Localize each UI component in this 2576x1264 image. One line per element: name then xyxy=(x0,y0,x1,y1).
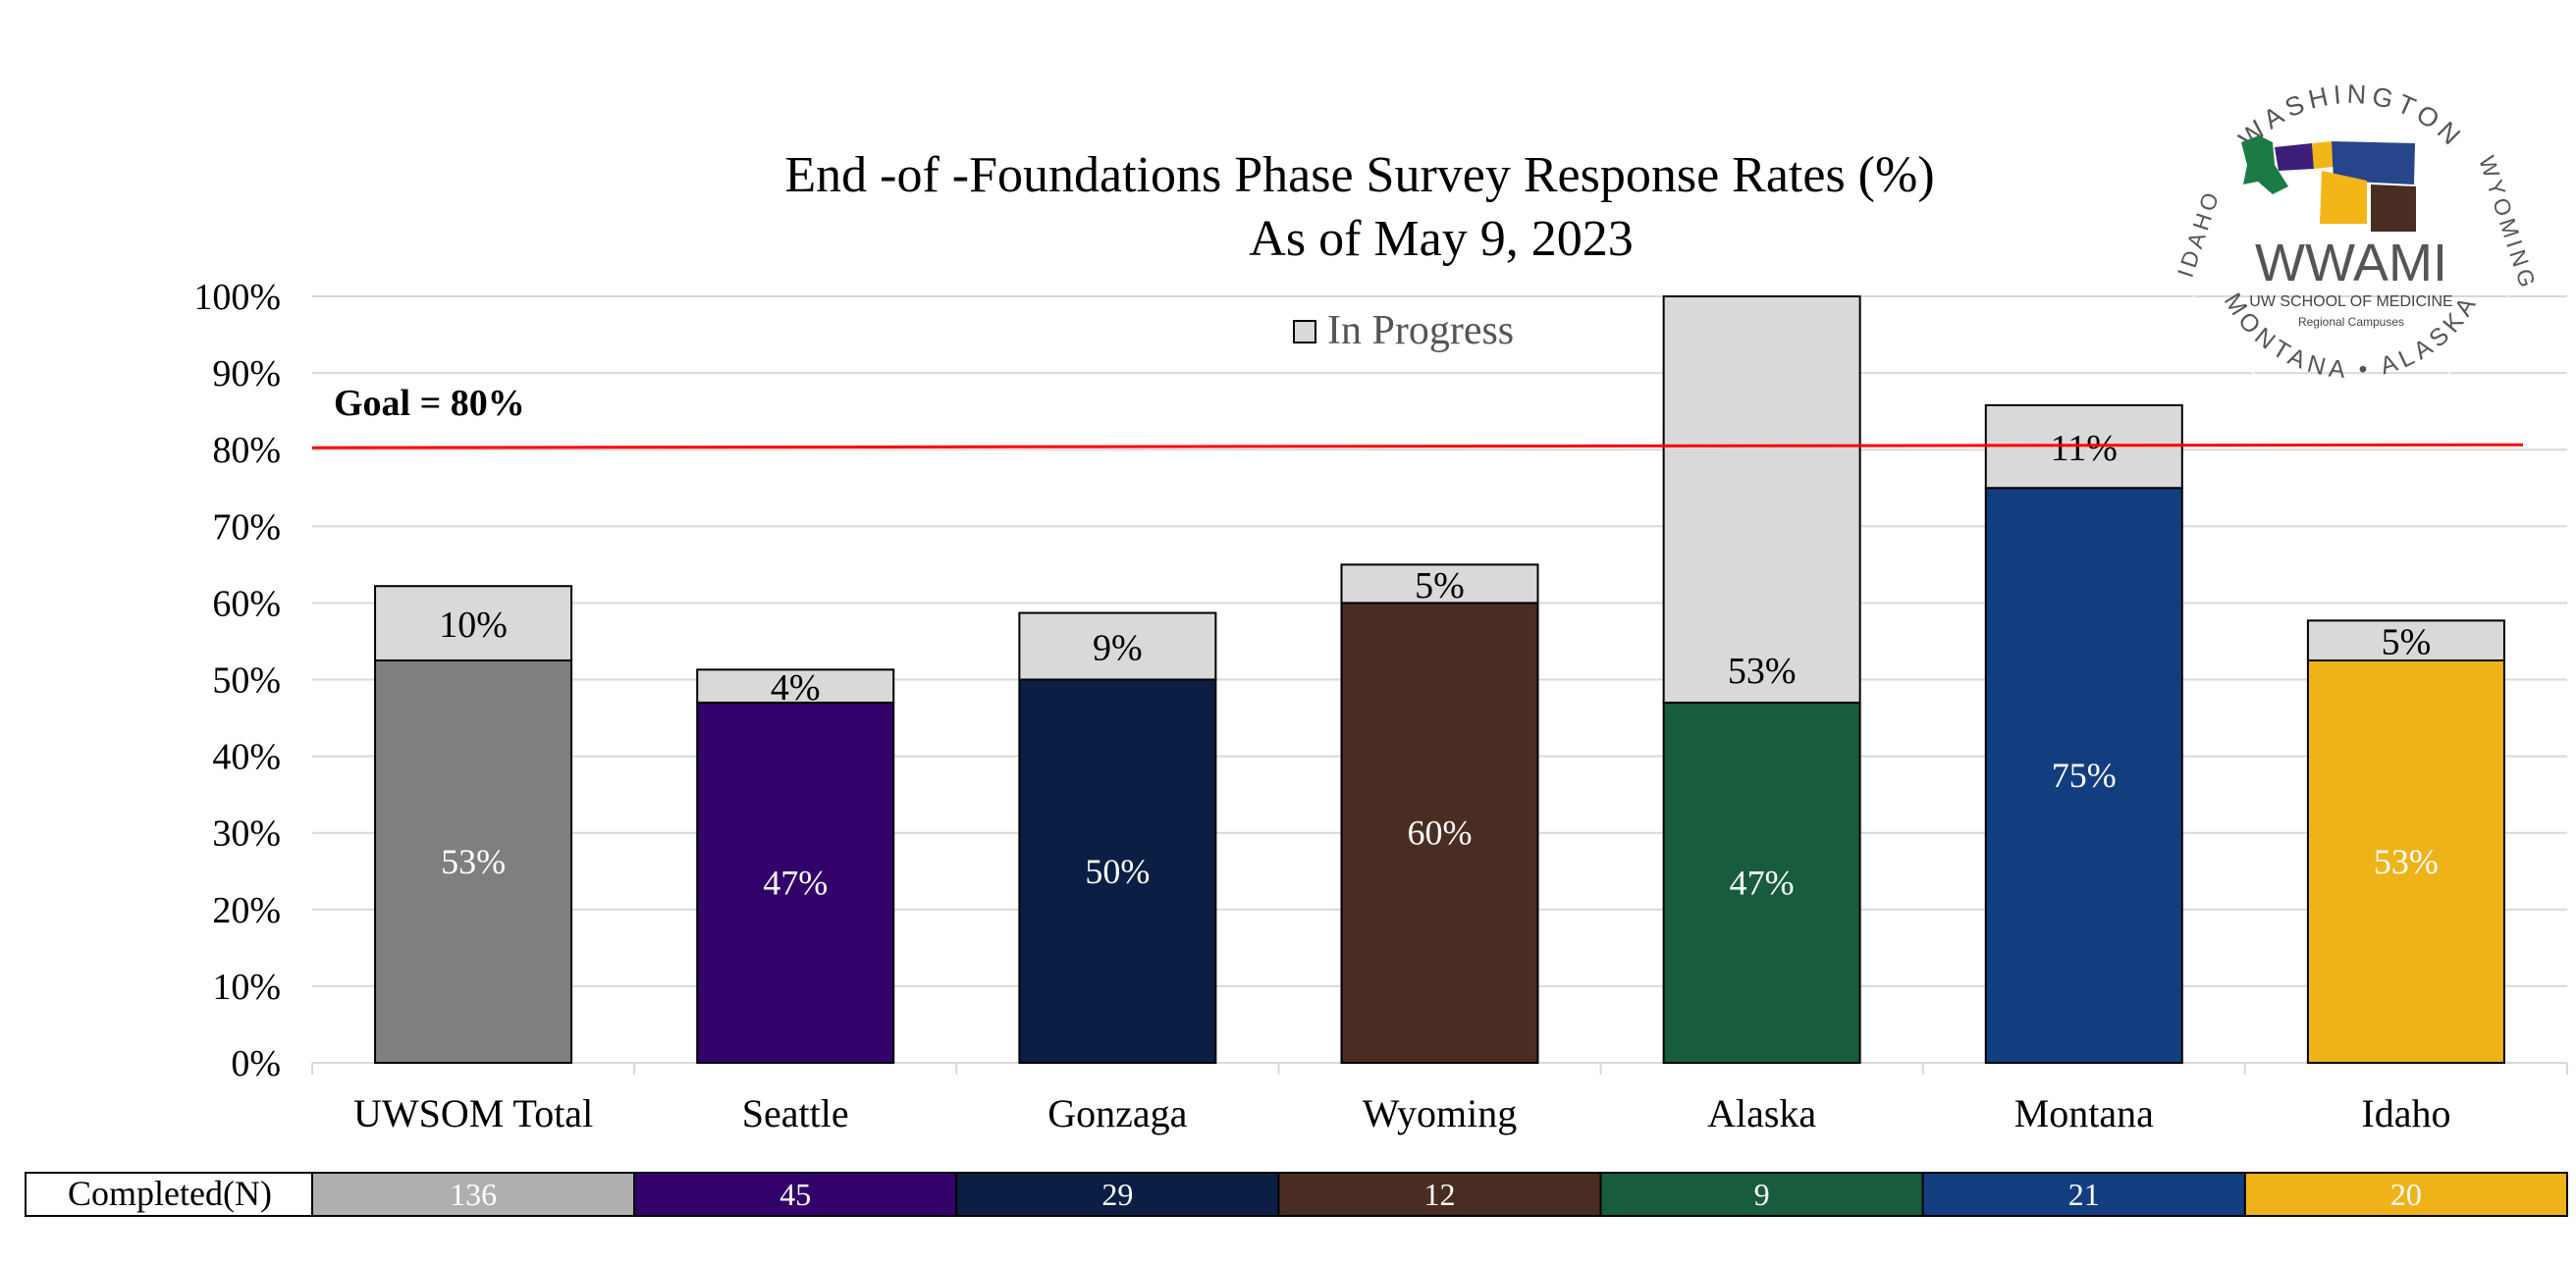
y-tick-label: 40% xyxy=(212,737,281,778)
bar-label-completed: 75% xyxy=(2052,756,2117,795)
bar-completed xyxy=(1340,602,1539,1065)
table-cell-value: 29 xyxy=(1101,1177,1133,1212)
table-cell xyxy=(2243,1172,2569,1217)
x-tick-label: Wyoming xyxy=(1363,1091,1518,1135)
bar-data-labels: 53% 10% 47% 4% 50% 9% 60% 5% 47% 53% 75% 11% 53% 5% xyxy=(439,428,2439,902)
bar-completed xyxy=(1018,678,1217,1064)
chart-subtitle: As of May 9, 2023 xyxy=(1249,211,1633,267)
legend: In Progress xyxy=(1293,308,1514,353)
table-cell xyxy=(633,1172,958,1217)
bar-label-in-progress: 11% xyxy=(2051,428,2118,469)
x-tick-label: Alaska xyxy=(1707,1091,1816,1135)
bar-label-completed: 53% xyxy=(441,842,506,881)
bar-label-in-progress: 5% xyxy=(1415,565,1465,606)
logo-name: WWAMI xyxy=(2255,234,2447,292)
bar-completed xyxy=(374,658,573,1064)
y-tick-label: 0% xyxy=(231,1043,281,1084)
x-axis-tick-labels: UWSOM Total Seattle Gonzaga Wyoming Alaska Mo… xyxy=(353,1091,2451,1135)
x-tick-label: Seattle xyxy=(742,1091,849,1135)
table-cell-value: 21 xyxy=(2068,1177,2100,1212)
bar-label-completed: 47% xyxy=(1730,863,1795,902)
table-cell xyxy=(1277,1172,1602,1217)
y-tick-label: 20% xyxy=(212,890,281,931)
y-tick-label: 60% xyxy=(212,583,281,624)
bar-completed xyxy=(1662,701,1861,1064)
bar-completed xyxy=(696,701,895,1064)
y-tick-label: 100% xyxy=(193,277,281,318)
bar-label-in-progress: 53% xyxy=(1728,651,1797,692)
logo-subtitle: UW SCHOOL OF MEDICINE xyxy=(2249,293,2452,310)
table-cell-value: 20 xyxy=(2390,1177,2422,1212)
table-cell-value: 45 xyxy=(779,1177,811,1212)
bar-in-progress xyxy=(1662,295,1861,704)
y-tick-label: 30% xyxy=(212,814,281,855)
bar-label-in-progress: 10% xyxy=(439,605,508,646)
bar-label-in-progress: 4% xyxy=(771,667,821,709)
table-cell xyxy=(955,1172,1280,1217)
x-tick-label: Idaho xyxy=(2361,1091,2450,1135)
table-cell-value: 12 xyxy=(1424,1177,1456,1212)
x-tick-label: UWSOM Total xyxy=(353,1091,593,1135)
bar-in-progress xyxy=(696,668,895,704)
table-cell xyxy=(1599,1172,1924,1217)
y-tick-label: 50% xyxy=(212,660,281,702)
goal-line xyxy=(311,443,2524,449)
wwami-logo: WASHINGTON MONTANA • ALASKA IDAHO WYOMIN… xyxy=(2165,49,2542,422)
bar-in-progress xyxy=(2306,619,2505,661)
y-axis-tick-labels: 0% 10% 20% 30% 40% 50% 60% 70% 80% 90% 100% xyxy=(193,277,281,1084)
y-tick-label: 80% xyxy=(212,430,281,471)
bar-label-in-progress: 9% xyxy=(1093,628,1143,669)
legend-swatch-in-progress xyxy=(1293,320,1316,343)
wwami-logo-graphic: WASHINGTON MONTANA • ALASKA IDAHO WYOMIN… xyxy=(2173,66,2542,405)
x-tick-label: Gonzaga xyxy=(1047,1091,1187,1135)
logo-ring-left-text: IDAHO xyxy=(2173,185,2225,280)
bar-completed xyxy=(1984,487,2183,1064)
legend-label-in-progress: In Progress xyxy=(1327,308,1514,353)
bar-completed xyxy=(2306,658,2505,1064)
y-tick-label: 90% xyxy=(212,353,281,395)
table-row-header-cell xyxy=(25,1172,315,1217)
bars xyxy=(374,295,2505,1065)
bar-label-in-progress: 5% xyxy=(2382,622,2432,663)
bar-in-progress xyxy=(374,585,573,661)
table-cell-value: 136 xyxy=(450,1177,497,1212)
y-tick-label: 10% xyxy=(212,967,281,1008)
completed-table: Completed(N) 136 45 29 12 9 21 20 xyxy=(25,1172,2569,1217)
table-row-header: Completed(N) xyxy=(68,1174,272,1213)
x-tick-label: Montana xyxy=(2014,1091,2154,1135)
goal-label: Goal = 80% xyxy=(334,383,525,424)
y-tick-label: 70% xyxy=(212,506,281,548)
bar-in-progress xyxy=(1340,563,1539,605)
bar-label-completed: 47% xyxy=(763,863,828,902)
bar-label-completed: 50% xyxy=(1085,852,1150,891)
bar-label-completed: 53% xyxy=(2374,842,2439,881)
bar-label-completed: 60% xyxy=(1408,814,1473,853)
logo-ring-right-text: WYOMING xyxy=(2474,153,2538,294)
chart-title: End -of -Foundations Phase Survey Respon… xyxy=(784,147,1934,203)
logo-tagline: Regional Campuses xyxy=(2298,315,2404,329)
bar-in-progress xyxy=(1018,611,1217,681)
x-axis-category-separators xyxy=(311,1063,2568,1075)
table-cell xyxy=(1921,1172,2246,1217)
table-cell-value: 9 xyxy=(1754,1177,1770,1212)
state-map-icon xyxy=(2241,135,2416,232)
